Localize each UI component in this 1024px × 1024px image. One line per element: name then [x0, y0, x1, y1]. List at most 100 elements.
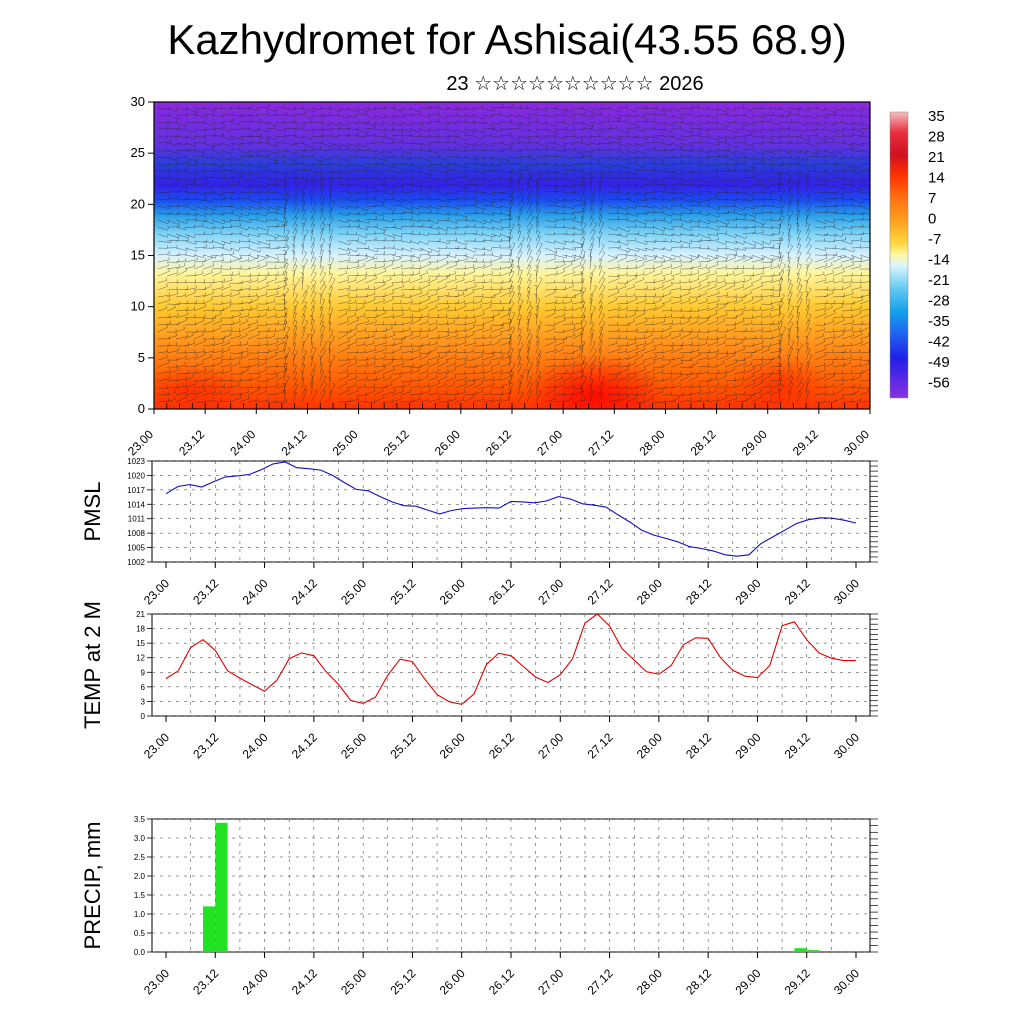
wind-barb-flag [493, 199, 496, 203]
wind-barb [571, 211, 584, 214]
wind-barb-flag [511, 235, 513, 239]
wind-barb [787, 235, 791, 249]
wind-barb [814, 211, 828, 214]
wind-barb-flag [229, 283, 231, 287]
wind-barb-flag [882, 233, 883, 236]
wind-barb-flag [670, 247, 673, 251]
wind-barb [193, 225, 204, 228]
wind-barb-flag [205, 213, 207, 217]
wind-barb-flag [717, 107, 719, 111]
wind-barb [733, 218, 746, 221]
wind-barb-flag [881, 138, 882, 141]
wind-barb [391, 205, 402, 207]
wind-barb [184, 156, 197, 162]
wind-barb-flag [737, 247, 739, 251]
wind-barb [760, 184, 770, 189]
wind-barb [544, 247, 556, 253]
wind-barb-flag [815, 164, 817, 168]
wind-barb [211, 121, 224, 125]
wind-barb [670, 233, 681, 236]
wind-barb-flag [787, 256, 791, 258]
wind-barb [454, 142, 467, 149]
wind-barb-flag [754, 165, 756, 169]
wind-barb [211, 127, 225, 130]
wind-barb-flag [572, 123, 575, 127]
wind-barb-flag [394, 137, 396, 141]
wind-barb [337, 219, 348, 223]
wind-barb-flag [535, 216, 539, 218]
wind-barb [472, 287, 484, 291]
wind-barb [256, 113, 269, 116]
wind-barb [400, 274, 414, 277]
wind-barb [706, 247, 718, 252]
wind-barb-flag [512, 186, 516, 189]
wind-barb [625, 254, 636, 257]
wind-barb [850, 128, 861, 132]
wind-barb [436, 163, 448, 168]
wind-barb [247, 266, 260, 270]
wind-barb [490, 149, 503, 153]
wind-barb [706, 205, 720, 210]
wind-barb-flag [673, 122, 675, 126]
wind-barb-flag [752, 255, 754, 259]
wind-barb-flag [627, 151, 630, 155]
wind-barb [841, 281, 853, 284]
wind-barb [580, 244, 584, 256]
wind-barb [652, 205, 662, 210]
wind-barb [319, 209, 324, 221]
wind-barb-flag [635, 256, 637, 260]
wind-barb [292, 265, 298, 277]
wind-barb [643, 113, 656, 116]
wind-barb [769, 156, 781, 160]
wind-barb [805, 259, 813, 270]
wind-barb [310, 258, 317, 270]
wind-barb-flag [348, 115, 350, 119]
wind-barb [184, 170, 197, 176]
wind-barb [301, 114, 312, 120]
wind-barb-flag [862, 200, 864, 204]
wind-barb [481, 121, 493, 126]
wind-barb-flag [265, 262, 268, 266]
wind-barb-flag [519, 250, 523, 253]
wind-barb [247, 205, 261, 210]
wind-barb [742, 198, 753, 202]
wind-barb [508, 196, 514, 207]
wind-barb-flag [446, 260, 449, 264]
wind-barb-flag [267, 283, 269, 287]
wind-barb [526, 238, 532, 249]
wind-barb [535, 236, 541, 249]
wind-barb [364, 107, 375, 110]
wind-barb-flag [593, 264, 597, 267]
wind-barb [751, 259, 763, 263]
wind-barb [634, 219, 646, 225]
wind-barb-flag [852, 219, 854, 223]
wind-barb-flag [463, 276, 465, 280]
wind-barb [517, 173, 522, 186]
wind-barb [760, 254, 773, 261]
wind-barb [346, 275, 359, 277]
wind-barb [868, 233, 870, 235]
wind-barb-flag [878, 278, 879, 281]
wind-barb-flag [796, 272, 800, 274]
wind-barb [337, 107, 349, 111]
wind-barb-flag [519, 243, 523, 245]
wind-barb-flag [383, 281, 386, 285]
wind-barb [211, 114, 224, 117]
wind-barb [337, 121, 348, 126]
wind-barb-flag [594, 222, 598, 225]
wind-barb [265, 205, 279, 211]
wind-barb [634, 212, 648, 215]
wind-barb [535, 170, 548, 174]
wind-barb [661, 212, 672, 217]
wind-barb [265, 142, 277, 147]
wind-barb-flag [490, 178, 493, 182]
wind-barb [193, 128, 206, 131]
wind-barb-flag [458, 205, 460, 209]
wind-barb [229, 142, 243, 146]
wind-barb-flag [427, 241, 429, 245]
wind-barb [823, 128, 837, 133]
wind-barb-flag [320, 265, 324, 268]
wind-barb [247, 247, 260, 253]
wind-barb [580, 260, 586, 270]
wind-barb-flag [358, 109, 361, 113]
